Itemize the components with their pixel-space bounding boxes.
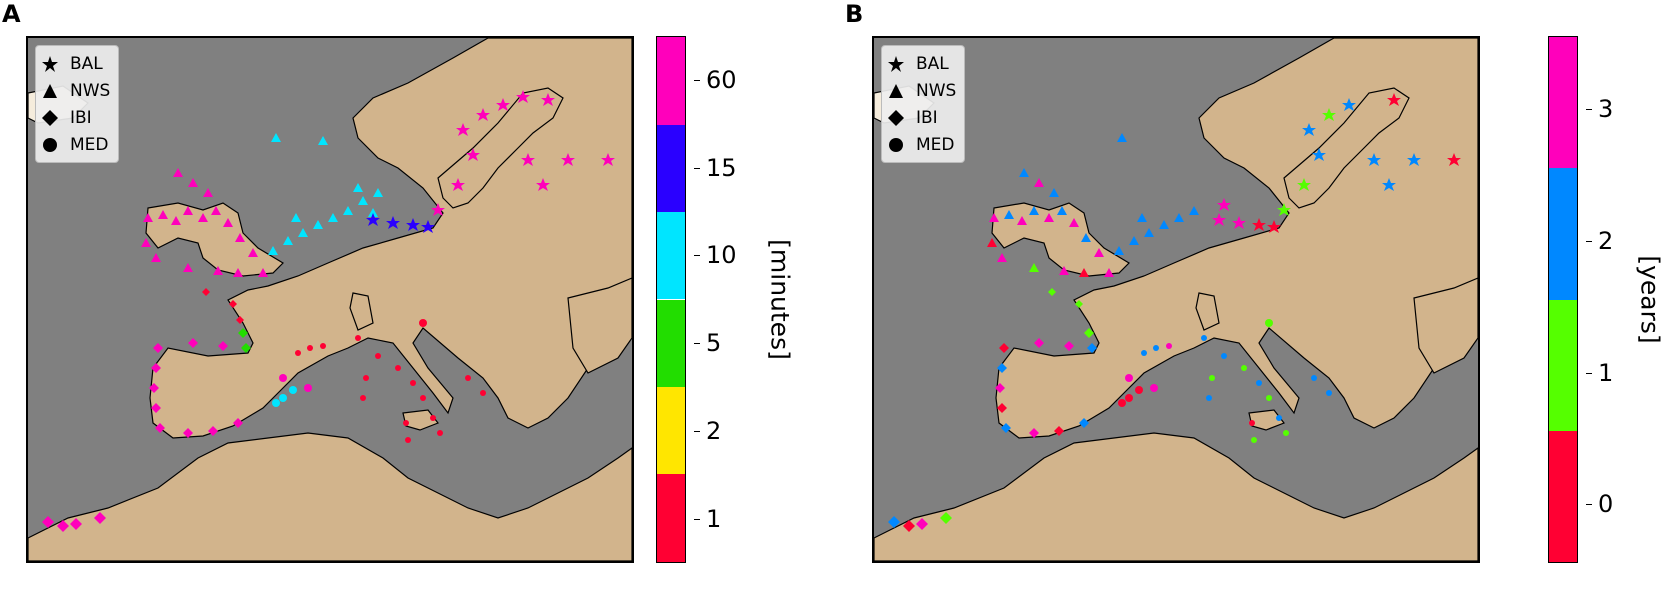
legend-item-ibi: IBI (888, 104, 956, 131)
colorbar-a-segment-2 (657, 124, 685, 212)
colorbar-b-tick-2: 2 (1585, 227, 1614, 255)
colorbar-a-segment-3 (657, 211, 685, 300)
colorbar-a-tick-60: 60 (694, 66, 737, 94)
legend-item-med: MED (888, 131, 956, 158)
legend-label-nws: NWS (70, 80, 111, 101)
legend-item-nws: NWS (42, 77, 110, 104)
legend-item-bal: BAL (888, 50, 956, 77)
triangle-icon (889, 83, 903, 98)
star-icon (42, 55, 58, 72)
diamond-icon (888, 109, 904, 126)
circle-icon (889, 137, 903, 152)
colorbar-b-segment-4 (1549, 430, 1577, 562)
colorbar-a-tick-5: 5 (693, 329, 722, 357)
colorbar-b-tick-3: 3 (1585, 95, 1614, 123)
legend-label-med: MED (70, 134, 109, 155)
panel-b-letter: B (845, 0, 864, 28)
legend-label-ibi: IBI (916, 107, 938, 128)
colorbar-a-tick-1: 1 (693, 505, 722, 533)
legend-label-ibi: IBI (70, 107, 92, 128)
colorbar-a-segment-1 (657, 37, 685, 125)
colorbar-b-segment-1 (1549, 37, 1577, 169)
legend-label-med: MED (916, 134, 955, 155)
colorbar-b-segment-3 (1549, 299, 1577, 431)
colorbar-a-segment-4 (657, 299, 685, 387)
colorbar-a-segment-6 (657, 474, 685, 562)
panel-a-map-canvas (28, 38, 632, 561)
legend-item-bal: BAL (42, 50, 110, 77)
colorbar-b-label: [years] (1635, 255, 1665, 344)
colorbar-a-segment-5 (657, 387, 685, 475)
colorbar-b-segment-2 (1549, 168, 1577, 300)
panel-b-map (872, 36, 1480, 563)
panel-b-map-canvas (874, 38, 1478, 561)
panel-a-legend: BAL NWS IBI MED (35, 45, 120, 163)
panel-b-colorbar (1548, 36, 1578, 563)
legend-label-bal: BAL (70, 53, 103, 74)
triangle-icon (43, 83, 57, 98)
panel-a-letter: A (2, 0, 21, 28)
colorbar-a-tick-2: 2 (693, 417, 722, 445)
panel-a-map (26, 36, 634, 563)
panel-b-legend: BAL NWS IBI MED (881, 45, 966, 163)
legend-item-ibi: IBI (42, 104, 110, 131)
legend-item-med: MED (42, 131, 110, 158)
circle-icon (43, 137, 57, 152)
colorbar-a-tick-15: 15 (694, 154, 737, 182)
diamond-icon (42, 109, 58, 126)
star-icon (888, 55, 904, 72)
colorbar-a-label: [minutes] (765, 239, 795, 360)
colorbar-a-tick-10: 10 (694, 241, 737, 269)
colorbar-b-tick-1: 1 (1585, 359, 1614, 387)
colorbar-b-tick-0: 0 (1585, 490, 1614, 518)
legend-label-nws: NWS (916, 80, 957, 101)
legend-item-nws: NWS (888, 77, 956, 104)
panel-a-colorbar (656, 36, 686, 563)
legend-label-bal: BAL (916, 53, 949, 74)
